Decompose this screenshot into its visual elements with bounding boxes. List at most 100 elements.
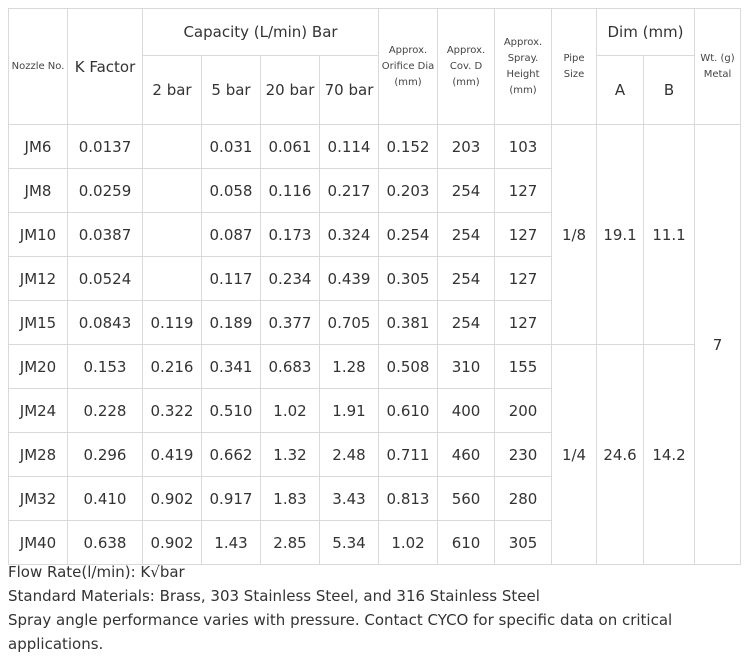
capacity-5bar-cell: 0.917: [201, 476, 261, 521]
orifice-cell: 0.152: [378, 124, 439, 169]
header-weight: Wt. (g) Metal: [694, 8, 742, 125]
capacity-2bar-cell: 0.322: [142, 388, 202, 433]
header-dim-a: A: [596, 55, 645, 125]
pipe-size-cell: 1/8: [551, 124, 598, 345]
capacity-2bar-cell: 0.419: [142, 432, 202, 477]
spray-height-cell: 280: [494, 476, 553, 521]
header-orifice: Approx. Orifice Dia (mm): [378, 8, 439, 125]
capacity-70bar-cell: 2.48: [318, 432, 380, 477]
nozzle-cell: JM8: [8, 168, 68, 213]
coverage-cell: 203: [437, 124, 496, 169]
table-row: JM6 0.0137 0.031 0.061 0.114 0.152 203 103 1/8 19…: [8, 124, 742, 565]
k-factor-cell: 0.228: [67, 388, 143, 433]
capacity-5bar-cell: 0.117: [201, 256, 261, 301]
nozzle-cell: JM6: [8, 124, 68, 169]
k-factor-cell: 0.0524: [67, 256, 143, 301]
nozzle-cell: JM24: [8, 388, 68, 433]
header-pipe-size: Pipe Size: [551, 8, 598, 125]
dim-a-cell: 24.6: [596, 344, 645, 565]
capacity-2bar-cell: 0.902: [142, 520, 202, 565]
spray-height-cell: 103: [494, 124, 553, 169]
coverage-cell: 254: [437, 256, 496, 301]
k-factor-cell: 0.410: [67, 476, 143, 521]
nozzle-cell: JM40: [8, 520, 68, 565]
table-body: JM6 0.0137 0.031 0.061 0.114 0.152 203 103 1/8 19…: [8, 124, 742, 565]
table-row: JM12 0.0524 0.117 0.234 0.439 0.305 254 127: [8, 256, 741, 301]
nozzle-cell: JM12: [8, 256, 68, 301]
capacity-2bar-cell: 0.119: [142, 300, 202, 345]
k-factor-cell: 0.0843: [67, 300, 143, 345]
k-factor-cell: 0.0137: [67, 124, 143, 169]
header-k-factor: K Factor: [67, 8, 143, 125]
coverage-cell: 254: [437, 212, 496, 257]
nozzle-cell: JM15: [8, 300, 68, 345]
capacity-70bar-cell: 0.439: [318, 256, 380, 301]
header-nozzle: Nozzle No.: [8, 8, 68, 125]
capacity-5bar-cell: 0.341: [201, 344, 261, 389]
capacity-2bar-cell: [142, 124, 202, 169]
coverage-cell: 254: [437, 168, 496, 213]
capacity-20bar-cell: 0.061: [260, 124, 320, 169]
capacity-5bar-cell: 0.058: [201, 168, 261, 213]
table-row: JM15 0.0843 0.119 0.189 0.377 0.705 0.381 254 12…: [8, 300, 741, 345]
header-70-bar: 70 bar: [318, 55, 380, 125]
capacity-70bar-cell: 0.114: [318, 124, 380, 169]
capacity-2bar-cell: 0.902: [142, 476, 202, 521]
dim-b-cell: 11.1: [643, 124, 696, 345]
header-dim: Dim (mm): [596, 8, 696, 56]
capacity-70bar-cell: 0.705: [318, 300, 380, 345]
capacity-20bar-cell: 0.377: [260, 300, 320, 345]
orifice-cell: 0.203: [378, 168, 439, 213]
capacity-2bar-cell: [142, 168, 202, 213]
header-20-bar: 20 bar: [260, 55, 320, 125]
coverage-cell: 254: [437, 300, 496, 345]
orifice-cell: 0.508: [378, 344, 439, 389]
orifice-cell: 0.610: [378, 388, 439, 433]
capacity-70bar-cell: 1.91: [318, 388, 380, 433]
coverage-cell: 560: [437, 476, 496, 521]
coverage-cell: 310: [437, 344, 496, 389]
orifice-cell: 0.381: [378, 300, 439, 345]
table-row: JM40 0.638 0.902 1.43 2.85 5.34 1.02 610 305: [8, 520, 741, 565]
capacity-20bar-cell: 1.32: [260, 432, 320, 477]
orifice-cell: 1.02: [378, 520, 439, 565]
table-subheader-row: 2 bar 5 bar 20 bar 70 bar A B: [9, 55, 741, 125]
header-5-bar: 5 bar: [201, 55, 261, 125]
header-dim-b: B: [643, 55, 696, 125]
spray-height-cell: 200: [494, 388, 553, 433]
nozzle-spec-table: Nozzle No. K Factor Capacity (L/min) Bar…: [8, 8, 742, 565]
table-header-row: Nozzle No. K Factor Capacity (L/min) Bar…: [8, 8, 742, 125]
notes-section: Flow Rate(l/min): K√bar Standard Materia…: [8, 560, 708, 656]
capacity-20bar-cell: 0.116: [260, 168, 320, 213]
spray-height-cell: 127: [494, 300, 553, 345]
coverage-cell: 610: [437, 520, 496, 565]
capacity-70bar-cell: 5.34: [318, 520, 380, 565]
capacity-20bar-cell: 0.234: [260, 256, 320, 301]
note-spray-angle: Spray angle performance varies with pres…: [8, 611, 673, 653]
nozzle-cell: JM28: [8, 432, 68, 477]
table-row: JM10 0.0387 0.087 0.173 0.324 0.254 254 127: [8, 212, 741, 257]
pipe-size-cell: 1/4: [551, 344, 598, 565]
orifice-cell: 0.813: [378, 476, 439, 521]
spray-height-cell: 127: [494, 212, 553, 257]
nozzle-cell: JM20: [8, 344, 68, 389]
capacity-5bar-cell: 0.510: [201, 388, 261, 433]
capacity-5bar-cell: 0.087: [201, 212, 261, 257]
header-capacity: Capacity (L/min) Bar: [141, 8, 380, 56]
capacity-70bar-cell: 1.28: [318, 344, 380, 389]
capacity-20bar-cell: 0.173: [260, 212, 320, 257]
note-flow-rate: Flow Rate(l/min): K√bar: [8, 563, 185, 581]
spray-height-cell: 127: [494, 168, 553, 213]
capacity-20bar-cell: 2.85: [260, 520, 320, 565]
capacity-2bar-cell: [142, 212, 202, 257]
spray-height-cell: 305: [494, 520, 553, 565]
k-factor-cell: 0.0259: [67, 168, 143, 213]
nozzle-cell: JM32: [8, 476, 68, 521]
orifice-cell: 0.254: [378, 212, 439, 257]
capacity-20bar-cell: 1.02: [260, 388, 320, 433]
k-factor-cell: 0.0387: [67, 212, 143, 257]
capacity-20bar-cell: 0.683: [260, 344, 320, 389]
nozzle-cell: JM10: [8, 212, 68, 257]
coverage-cell: 400: [437, 388, 496, 433]
capacity-70bar-cell: 0.324: [318, 212, 380, 257]
